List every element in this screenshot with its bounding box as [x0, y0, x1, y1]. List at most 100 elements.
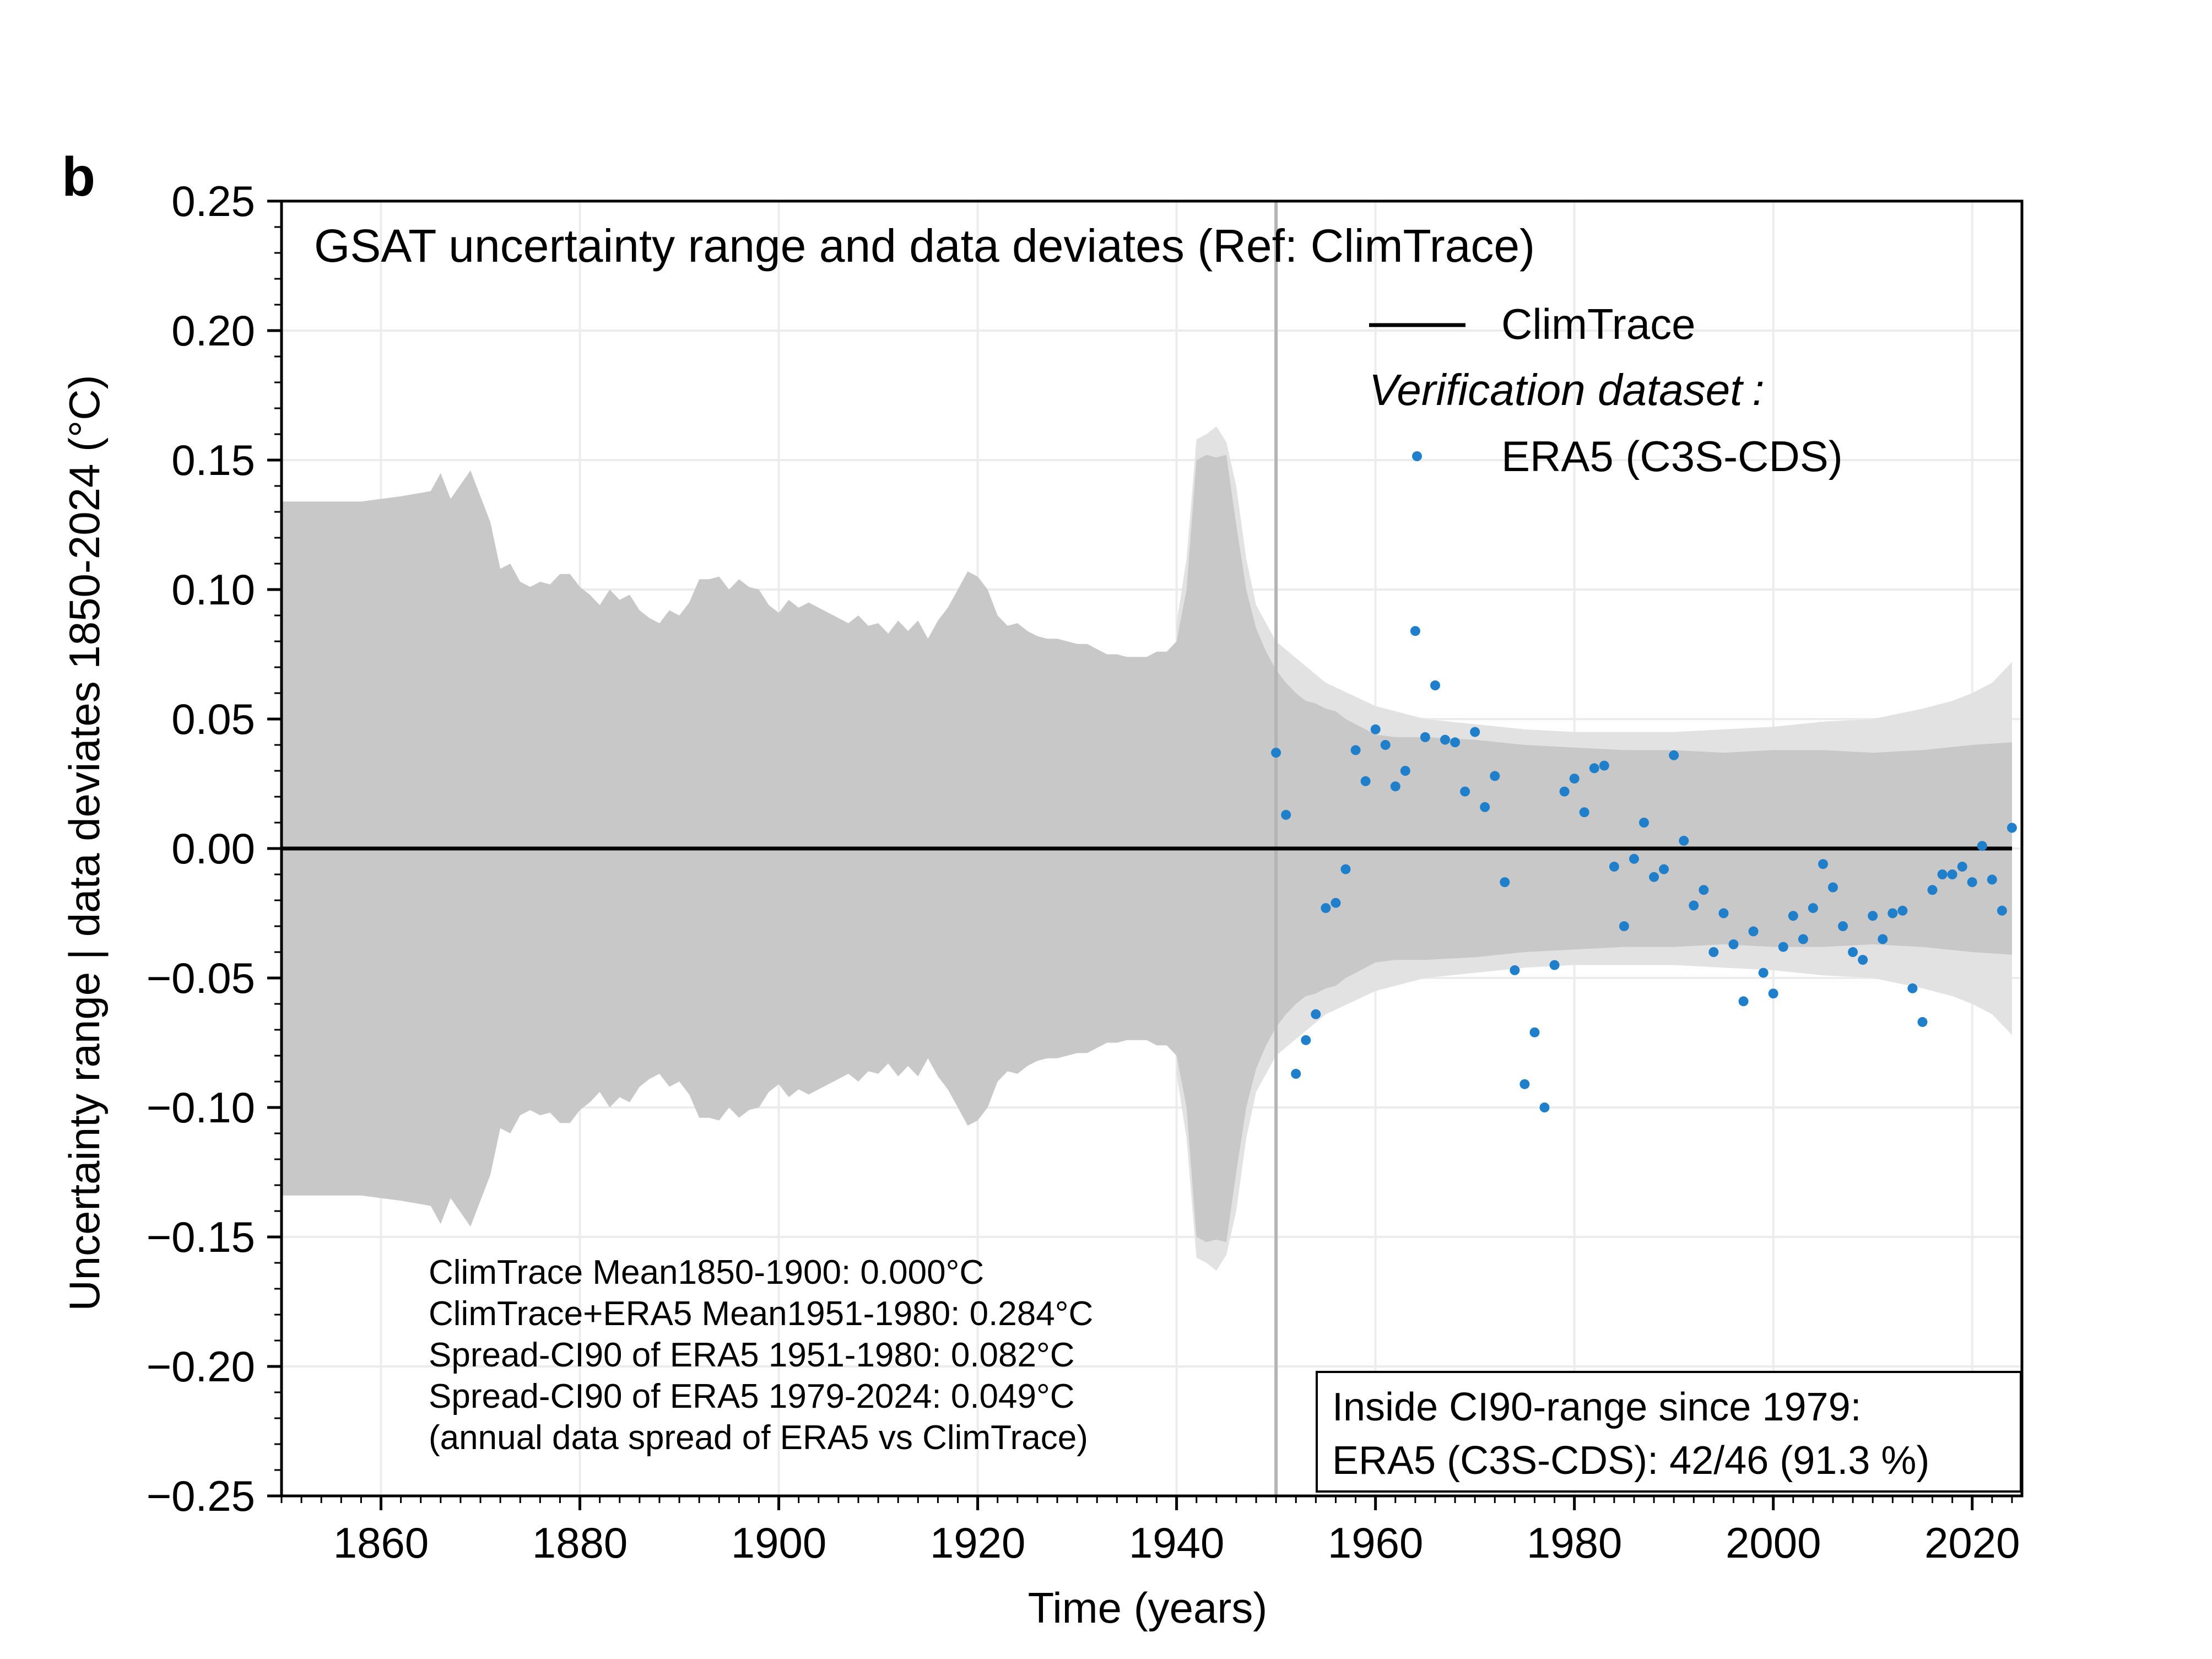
stats-line-0: ClimTrace Mean1850-1900: 0.000°C: [429, 1253, 984, 1291]
data-point-1980: [1569, 774, 1580, 784]
data-point-2002: [1788, 911, 1798, 921]
inside-range-box: Inside CI90-range since 1979: ERA5 (C3S-…: [1316, 1371, 2022, 1493]
y-tick-label-5: 0.00: [171, 824, 255, 873]
data-point-2018: [1947, 869, 1957, 879]
legend-verification-colon: :: [1752, 365, 1764, 414]
data-point-1950: [1271, 748, 1281, 758]
data-point-1978: [1549, 960, 1560, 970]
data-point-1991: [1679, 835, 1689, 846]
data-point-1962: [1390, 781, 1400, 792]
data-point-2023: [1997, 905, 2007, 916]
data-point-1954: [1311, 1009, 1321, 1019]
y-tick-label-9: −0.20: [147, 1342, 255, 1391]
data-point-2004: [1808, 903, 1818, 914]
x-axis-label: Time (years): [1028, 1584, 1268, 1632]
data-point-1961: [1380, 740, 1391, 750]
axes: 1860 1880 1900 1920 1940 1960 1980 2000 2020 0.25…: [147, 177, 2020, 1567]
data-point-2011: [1878, 934, 1888, 944]
data-point-2013: [1897, 905, 1908, 916]
data-point-1963: [1400, 766, 1410, 776]
data-point-1976: [1529, 1027, 1540, 1037]
data-point-1964: [1410, 626, 1420, 636]
data-point-1956: [1331, 898, 1341, 908]
data-point-2007: [1838, 921, 1848, 931]
data-point-1960: [1370, 724, 1381, 734]
data-point-1958: [1350, 745, 1361, 755]
y-tick-label-7: −0.10: [147, 1083, 255, 1132]
data-point-1990: [1669, 750, 1679, 760]
data-point-1968: [1450, 737, 1461, 748]
inside-range-line-1: Inside CI90-range since 1979:: [1332, 1385, 1862, 1429]
x-tick-label-5: 1960: [1328, 1519, 1424, 1567]
data-point-1952: [1291, 1068, 1301, 1079]
data-point-2005: [1818, 859, 1828, 869]
legend: ClimTrace Verification dataset: ERA5 (C3…: [1369, 300, 1843, 480]
data-point-1977: [1539, 1103, 1550, 1112]
legend-series-swatch: [1412, 451, 1422, 461]
x-tick-label-6: 1980: [1527, 1519, 1623, 1567]
data-point-2015: [1917, 1017, 1928, 1027]
data-point-2022: [1987, 874, 1997, 885]
data-point-1973: [1500, 877, 1510, 888]
x-tick-label-3: 1920: [930, 1519, 1026, 1567]
data-point-1994: [1708, 947, 1719, 957]
inside-range-line-2: ERA5 (C3S-CDS): 42/46 (91.3 %): [1332, 1439, 1929, 1483]
data-point-2014: [1907, 983, 1918, 993]
x-tick-label-0: 1860: [333, 1519, 429, 1567]
data-point-1981: [1579, 807, 1589, 818]
data-point-1971: [1480, 802, 1490, 812]
data-point-1957: [1340, 864, 1351, 874]
y-tick-label-4: 0.05: [171, 695, 255, 743]
chart-title: GSAT uncertainty range and data deviates…: [314, 220, 1535, 272]
data-point-2000: [1768, 988, 1778, 999]
data-point-2008: [1848, 947, 1858, 957]
data-point-2016: [1927, 885, 1938, 895]
legend-series-label: ERA5 (C3S-CDS): [1501, 432, 1843, 480]
data-point-1951: [1281, 809, 1291, 820]
data-point-1986: [1629, 853, 1639, 864]
data-point-1959: [1360, 776, 1371, 786]
data-point-1955: [1321, 903, 1331, 914]
data-point-1993: [1699, 885, 1709, 895]
data-point-2017: [1937, 869, 1948, 879]
data-point-2012: [1887, 908, 1898, 918]
data-point-2003: [1798, 934, 1808, 944]
data-point-2024: [2007, 823, 2017, 833]
y-tick-label-0: 0.25: [171, 177, 255, 225]
data-point-1972: [1490, 771, 1500, 781]
data-points: [1271, 626, 2017, 1112]
x-tick-label-8: 2020: [1924, 1519, 2020, 1567]
stats-line-1: ClimTrace+ERA5 Mean1951-1980: 0.284°C: [429, 1295, 1093, 1333]
data-point-2021: [1977, 841, 1987, 851]
y-tick-label-1: 0.20: [171, 306, 255, 355]
data-point-1982: [1589, 763, 1599, 774]
data-point-1984: [1609, 861, 1619, 872]
y-tick-label-8: −0.15: [147, 1213, 255, 1261]
data-point-2009: [1858, 955, 1868, 965]
x-tick-label-4: 1940: [1129, 1519, 1225, 1567]
y-axis-label: Uncertainty range | data deviates 1850-2…: [60, 375, 109, 1311]
y-tick-label-6: −0.05: [147, 954, 255, 1002]
data-point-1985: [1619, 921, 1629, 931]
data-point-2006: [1828, 882, 1838, 893]
y-tick-label-3: 0.10: [171, 565, 255, 614]
data-point-1966: [1430, 680, 1440, 690]
data-point-1967: [1440, 734, 1450, 745]
data-point-1970: [1470, 727, 1480, 737]
data-point-1969: [1460, 786, 1470, 797]
data-point-1983: [1599, 760, 1609, 771]
panel-label: b: [62, 146, 95, 208]
data-point-2010: [1868, 911, 1878, 921]
data-point-1997: [1738, 996, 1749, 1007]
data-point-1998: [1748, 926, 1759, 937]
data-point-1979: [1559, 786, 1570, 797]
stats-line-4: (annual data spread of ERA5 vs ClimTrace…: [429, 1419, 1088, 1457]
y-tick-label-10: −0.25: [147, 1472, 255, 1520]
data-point-1999: [1758, 968, 1768, 978]
stats-line-3: Spread-CI90 of ERA5 1979-2024: 0.049°C: [429, 1377, 1075, 1415]
stats-annotation: ClimTrace Mean1850-1900: 0.000°C ClimTrac…: [429, 1253, 1093, 1457]
legend-reference-label: ClimTrace: [1501, 300, 1695, 348]
data-point-2020: [1967, 877, 1977, 888]
data-point-1996: [1728, 939, 1739, 949]
x-tick-label-7: 2000: [1726, 1519, 1821, 1567]
